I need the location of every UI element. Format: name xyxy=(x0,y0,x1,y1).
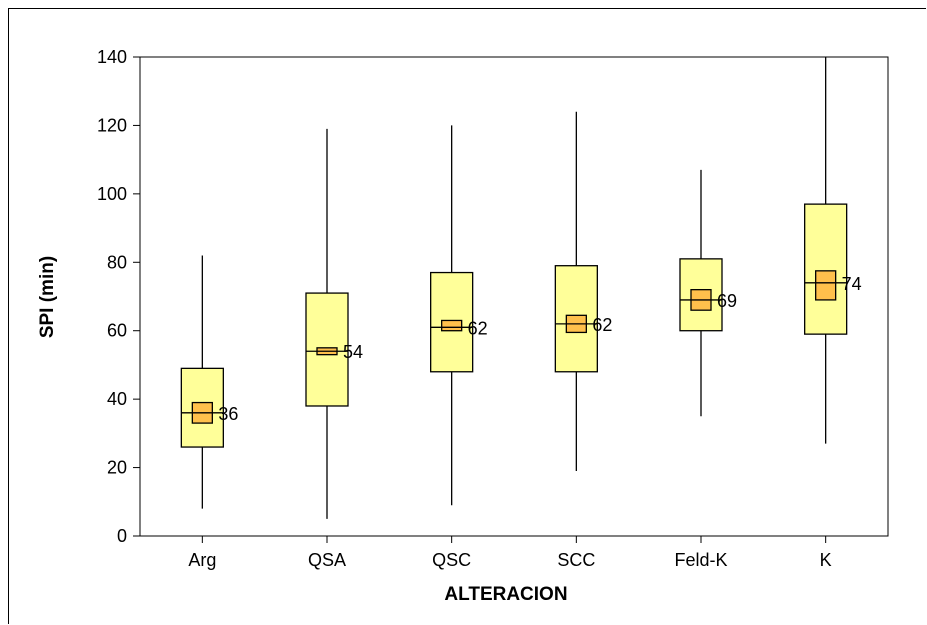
figure-frame xyxy=(8,8,926,624)
median-ci-box xyxy=(815,270,837,301)
x-axis-label: ALTERACION xyxy=(444,584,567,605)
y-tick-label: 20 xyxy=(107,458,127,478)
y-tick-label: 80 xyxy=(107,252,127,272)
y-tick-label: 40 xyxy=(107,389,127,409)
median-value-label: 74 xyxy=(842,274,862,294)
x-tick-label: QSC xyxy=(432,550,471,570)
y-axis-label: SPI (min) xyxy=(37,256,58,338)
median-value-label: 69 xyxy=(717,291,737,311)
median-ci-box xyxy=(441,319,463,332)
box-k: 74 xyxy=(804,57,862,444)
x-tick-label: SCC xyxy=(557,550,595,570)
y-tick-label: 120 xyxy=(97,115,127,135)
x-tick-label: QSA xyxy=(308,550,346,570)
iqr-box xyxy=(804,203,848,335)
x-axis: Arg QSA QSC SCC Feld-K K xyxy=(188,536,832,570)
y-tick-label: 0 xyxy=(117,526,127,546)
box-qsc: 62 xyxy=(430,125,488,506)
boxes-group: 36 54 62 62 69 74 xyxy=(180,57,862,519)
y-tick-label: 140 xyxy=(97,47,127,67)
y-tick-label: 60 xyxy=(107,321,127,341)
median-value-label: 36 xyxy=(218,404,238,424)
x-tick-label: Arg xyxy=(188,550,216,570)
box-arg: 36 xyxy=(180,255,238,509)
box-qsa: 54 xyxy=(305,128,363,519)
x-tick-label: K xyxy=(820,550,832,570)
box-scc: 62 xyxy=(554,111,612,471)
x-tick-label: Feld-K xyxy=(674,550,727,570)
median-value-label: 54 xyxy=(343,342,363,362)
median-value-label: 62 xyxy=(592,315,612,335)
median-value-label: 62 xyxy=(468,318,488,338)
y-tick-label: 100 xyxy=(97,184,127,204)
y-axis: 0 20 40 60 80 100 120 140 xyxy=(97,47,140,546)
plot-area xyxy=(139,56,889,537)
box-feld-k: 69 xyxy=(679,169,737,417)
